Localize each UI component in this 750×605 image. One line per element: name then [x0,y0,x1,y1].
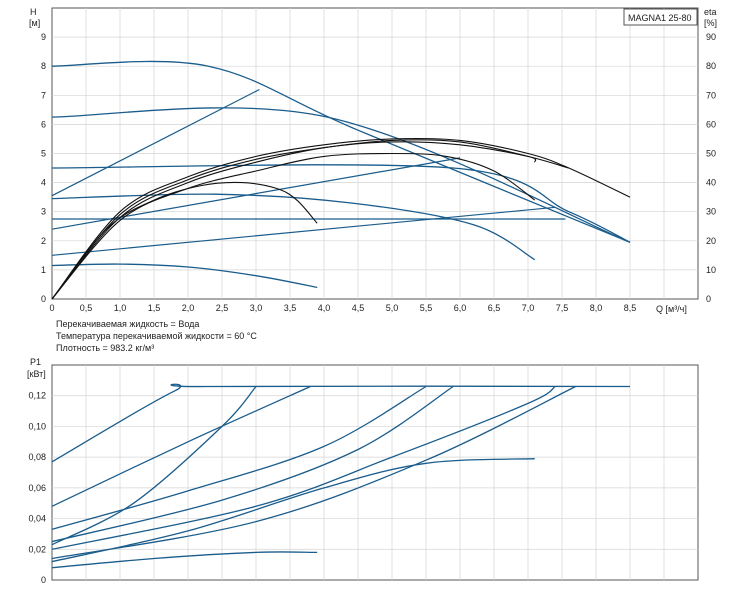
chart-title: MAGNA1 25-80 [628,13,692,23]
eta-axis-unit: [%] [704,18,717,28]
h-tick-label: 4 [41,178,46,188]
x-tick-label: 2,5 [216,303,229,313]
x-tick-label: 4,5 [352,303,365,313]
x-tick-label: 8,5 [624,303,637,313]
eta-tick-label: 80 [706,61,716,71]
x-tick-label: 1,5 [148,303,161,313]
h-axis-unit: [м] [29,18,40,28]
p1-tick-label: 0,10 [28,421,46,431]
efficiency-curve [51,137,631,300]
power-curve [51,385,454,543]
eta-tick-label: 10 [706,265,716,275]
p1-tick-label: 0,02 [28,544,46,554]
h-tick-label: 9 [41,32,46,42]
bottom-curves [51,383,631,569]
eta-tick-label: 20 [706,236,716,246]
top-ticks: 0 0,5 1,0 1,5 2,0 2,5 3,0 3,5 4,0 4,5 5,0 5,5 6,0 6,5… [41,32,716,313]
h-tick-label: 3 [41,207,46,217]
p1-axis-unit: [кВт] [27,369,46,379]
p1-tick-label: 0,12 [28,391,46,401]
x-tick-label: 8,0 [590,303,603,313]
eta-tick-label: 90 [706,32,716,42]
h-tick-label: 0 [41,294,46,304]
density-note: Плотность = 983.2 кг/м³ [56,343,154,353]
x-tick-label: 5,5 [420,303,433,313]
eta-axis-label: eta [704,7,717,17]
x-tick-label: 0 [49,303,54,313]
x-tick-label: 1,0 [114,303,127,313]
x-tick-label: 6,0 [454,303,467,313]
p1-tick-label: 0,06 [28,483,46,493]
top-curves [51,60,631,300]
p1-axis-label: P1 [30,357,41,367]
system-curve [51,88,260,197]
q-axis-label: Q [м³/ч] [656,304,687,314]
power-curve [51,551,318,569]
fluid-note: Перекачиваемая жидкость = Вода [56,319,199,329]
x-tick-label: 6,5 [488,303,501,313]
system-curve [51,206,556,256]
x-tick-label: 3,5 [284,303,297,313]
efficiency-curve [51,139,569,300]
performance-curve [51,164,631,243]
eta-tick-label: 30 [706,207,716,217]
h-tick-label: 7 [41,90,46,100]
x-tick-label: 7,5 [556,303,569,313]
title-box [623,8,698,26]
power-curve [51,458,535,563]
x-tick-label: 5,0 [386,303,399,313]
p1-tick-label: 0 [41,575,46,585]
x-tick-label: 4,0 [318,303,331,313]
power-curve [51,383,631,463]
eta-tick-label: 0 [706,294,711,304]
p1-tick-label: 0,04 [28,514,46,524]
eta-tick-label: 70 [706,90,716,100]
eta-tick-label: 60 [706,119,716,129]
eta-tick-label: 50 [706,149,716,159]
h-axis-label: H [30,7,37,17]
h-tick-label: 2 [41,236,46,246]
power-curve [51,385,556,550]
bottom-grid [52,365,698,580]
h-tick-label: 8 [41,61,46,71]
performance-curve [51,263,318,289]
performance-curve [51,107,631,243]
h-tick-label: 1 [41,265,46,275]
x-tick-label: 7,0 [522,303,535,313]
x-tick-label: 0,5 [80,303,93,313]
power-curve [51,386,257,546]
temperature-note: Температура перекачиваемой жидкости = 60… [56,331,257,341]
eta-tick-label: 40 [706,178,716,188]
power-curve [51,385,311,507]
h-tick-label: 6 [41,119,46,129]
power-curve [51,385,427,530]
performance-curve [51,193,536,261]
bottom-plot-frame [51,364,699,581]
h-tick-label: 5 [41,149,46,159]
x-tick-label: 3,0 [250,303,263,313]
efficiency-curve [51,152,536,300]
x-tick-label: 2,0 [182,303,195,313]
p1-tick-label: 0,08 [28,452,46,462]
power-curve [51,385,576,560]
bottom-ticks: 0 0,02 0,04 0,06 0,08 0,10 0,12 [28,391,46,585]
performance-curve [51,60,631,243]
